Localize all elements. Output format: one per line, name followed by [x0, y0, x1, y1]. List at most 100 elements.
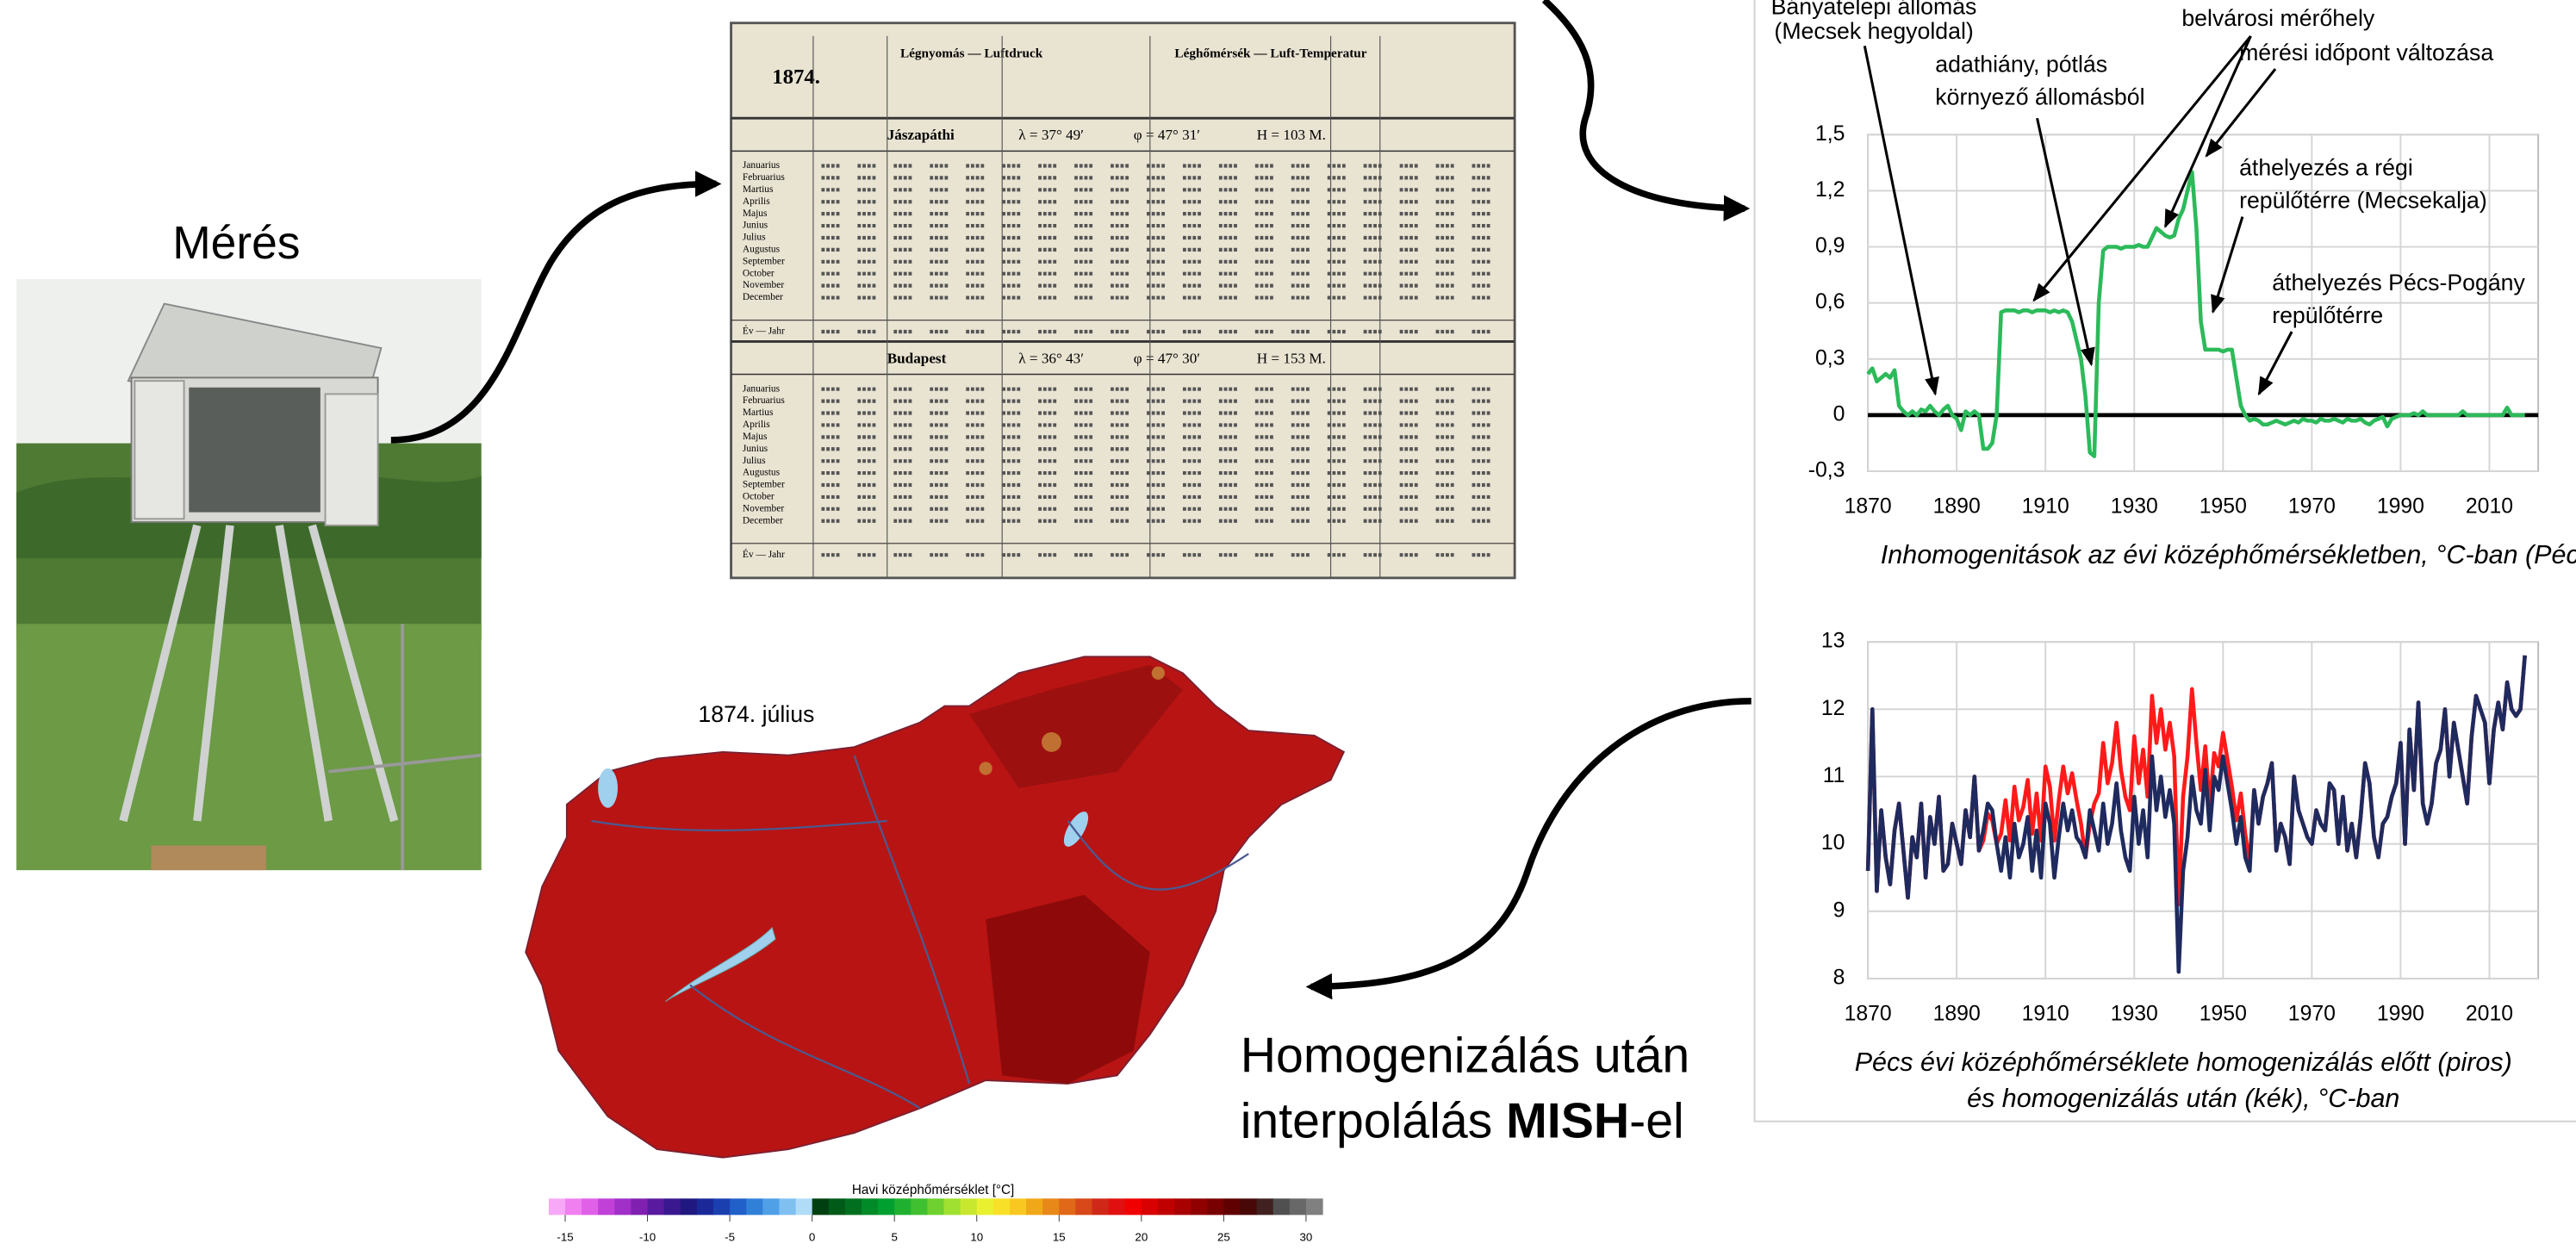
colorbar-cell	[828, 1198, 846, 1216]
homog-text-bold: MISH	[1506, 1094, 1629, 1149]
annotation: repülőtérre	[2272, 302, 2383, 328]
colorbar-cell	[712, 1198, 731, 1216]
y-tick-label: 1,2	[1815, 178, 1845, 202]
colorbar-cell	[878, 1198, 895, 1216]
homog-text: Homogenizálás után	[1241, 1028, 1690, 1083]
x-tick-label: 1910	[2022, 494, 2069, 518]
month-label: Januarius	[743, 160, 781, 171]
hungary-map	[525, 656, 1346, 1159]
colorbar-cell	[976, 1198, 994, 1216]
x-tick-label: 1930	[2111, 1002, 2158, 1025]
colorbar-cell	[992, 1198, 1011, 1216]
month-label: Aprilis	[743, 196, 770, 207]
colorbar-cell	[911, 1198, 928, 1216]
colorbar-cell	[746, 1198, 763, 1216]
y-tick-label: 0,6	[1815, 290, 1845, 314]
station-coord: φ = 47° 30′	[1134, 350, 1200, 366]
month-label: September	[743, 256, 785, 266]
colorbar-cell	[1009, 1198, 1027, 1216]
chart-panel	[1753, 0, 2576, 1122]
y-tick-label: -0,3	[1808, 459, 1845, 482]
x-tick-label: 1990	[2377, 494, 2424, 518]
month-label: Julius	[743, 233, 766, 243]
colorbar-cell	[598, 1198, 615, 1216]
colorbar-cell	[565, 1198, 582, 1216]
colorbar-cell	[1174, 1198, 1192, 1216]
month-label: November	[743, 280, 784, 290]
colorbar-cell	[861, 1198, 879, 1216]
y-tick-label: 12	[1821, 697, 1845, 720]
colorbar-cell	[1124, 1198, 1142, 1216]
colorbar-cell	[1305, 1198, 1323, 1216]
annotation: belvárosi mérőhely	[2181, 5, 2375, 31]
homog-text: interpolálás MISH-el	[1241, 1094, 1684, 1149]
y-tick-label: 10	[1821, 831, 1845, 855]
colorbar-cell	[1223, 1198, 1241, 1216]
colorbar-cell	[1256, 1198, 1274, 1216]
colorbar-cell	[1207, 1198, 1224, 1216]
x-tick-label: 1950	[2200, 1002, 2247, 1025]
month-label: Martius	[743, 407, 774, 418]
colorbar-tick-label: 10	[970, 1231, 983, 1244]
month-label: Martius	[743, 184, 774, 195]
annotation-arrow	[1863, 46, 1939, 396]
colorbar-tick-label: 30	[1300, 1231, 1313, 1244]
x-tick-label: 1870	[1845, 494, 1892, 518]
colorbar-cell	[844, 1198, 862, 1216]
annotation-arrow	[2257, 331, 2293, 396]
month-label: December	[743, 515, 783, 525]
month-label: October	[743, 492, 775, 502]
month-label: Junius	[743, 444, 768, 454]
homog-text: -el	[1629, 1094, 1684, 1149]
y-tick-label: 0	[1833, 402, 1845, 426]
colorbar-cell	[1026, 1198, 1043, 1216]
y-tick-label: 9	[1833, 898, 1845, 922]
colorbar-cell	[960, 1198, 978, 1216]
month-label: October	[743, 268, 775, 278]
colorbar-cell	[1108, 1198, 1126, 1216]
month-label: November	[743, 503, 784, 513]
y-tick-label: 0,9	[1815, 234, 1845, 258]
y-tick-label: 8	[1833, 966, 1845, 989]
colorbar-cell	[894, 1198, 912, 1216]
map-title: 1874. július	[698, 701, 814, 727]
month-label: Februarius	[743, 395, 785, 406]
month-label: Aprilis	[743, 420, 770, 430]
yearbook-header: Léghőmérsék — Luft-Temperatur	[1174, 46, 1366, 60]
station-name: Jászapáthi	[887, 127, 955, 143]
x-tick-label: 1870	[1845, 1002, 1892, 1025]
month-label: Februarius	[743, 172, 785, 183]
colorbar-cell	[1240, 1198, 1258, 1216]
colorbar: Havi középhőmérséklet [°C] -15 -10 -5 0 5 10 1…	[548, 1183, 1323, 1244]
colorbar-cell	[1191, 1198, 1208, 1216]
arrow	[1305, 698, 1752, 1000]
homog-text: interpolálás	[1241, 1094, 1506, 1149]
colorbar-cell	[762, 1198, 781, 1216]
station-coord: λ = 37° 49′	[1018, 127, 1084, 143]
colorbar-cell	[779, 1198, 797, 1216]
station-coord: H = 103 M.	[1257, 127, 1326, 143]
annotation-arrow	[2211, 216, 2244, 314]
colorbar-cell	[1042, 1198, 1060, 1216]
colorbar-cell	[631, 1198, 649, 1216]
arrow	[1541, 0, 1751, 221]
colorbar-label: Havi középhőmérséklet [°C]	[852, 1183, 1014, 1197]
colorbar-cell	[1059, 1198, 1076, 1216]
x-tick-label: 1890	[1933, 494, 1981, 518]
data-line	[1866, 170, 2525, 458]
y-tick-label: 1,5	[1815, 122, 1845, 146]
annotation-arrow	[2036, 117, 2095, 367]
colorbar-cell	[663, 1198, 681, 1216]
x-tick-label: 1990	[2377, 1002, 2424, 1025]
colorbar-tick-label: 15	[1053, 1231, 1066, 1244]
yearbook-year: 1874.	[772, 65, 820, 89]
month-label: Januarius	[743, 383, 781, 394]
colorbar-tick-label: -5	[725, 1231, 735, 1244]
month-label: Julius	[743, 456, 766, 466]
annotation-arrow	[2032, 34, 2252, 302]
colorbar-tick-label: 0	[809, 1231, 815, 1244]
y-tick-label: 13	[1821, 630, 1845, 653]
colorbar-cell	[582, 1198, 599, 1216]
